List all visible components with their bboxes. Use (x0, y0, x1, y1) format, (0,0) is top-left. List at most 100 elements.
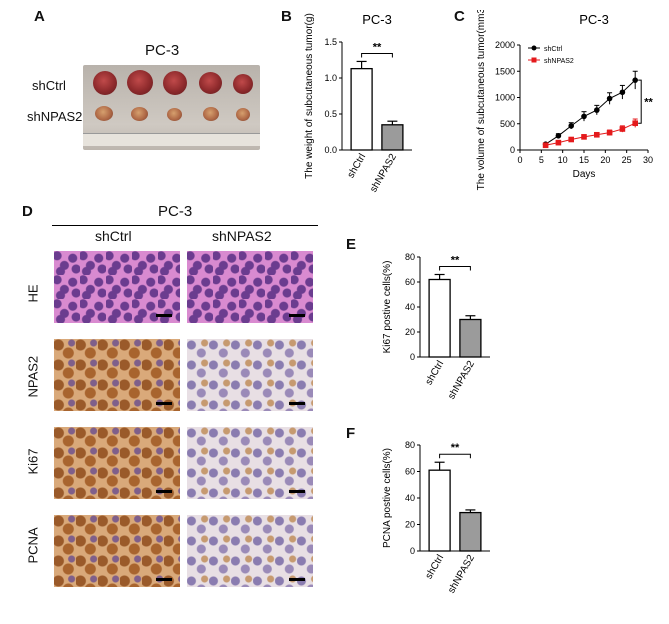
data-point-shctrl (581, 113, 587, 120)
row-label-ki67: Ki67 (25, 448, 41, 475)
bar-shctrl (428, 469, 451, 552)
significance-label: ** (451, 442, 460, 454)
x-tick-label: 20 (600, 155, 610, 165)
panel-label-c: C (454, 8, 465, 25)
tumor-shnpas2 (167, 108, 182, 121)
chart-title: PC-3 (579, 12, 609, 27)
significance-bracket (361, 52, 393, 58)
row-label-npas2: NPAS2 (25, 355, 41, 398)
x-tick-label: 5 (539, 155, 544, 165)
y-tick-label: 60 (405, 277, 415, 287)
legend-marker (531, 45, 537, 51)
bar-shctrl (428, 278, 451, 358)
scale-bar (156, 578, 172, 581)
legend-label: shNPAS2 (544, 58, 574, 65)
tumor-shnpas2 (95, 106, 113, 121)
chart-b-tumor-weight: PC-3 0.0 0.5 1.0 1.5 The weight of subcutaneo… (304, 12, 412, 195)
micrograph-ki67-shctrl (54, 427, 180, 499)
row-label-pcna: PCNA (25, 527, 41, 564)
data-point-shnpas2 (555, 139, 562, 146)
y-tick-label: 0.5 (324, 109, 337, 119)
scale-bar (289, 402, 305, 405)
row-label-he: HE (25, 284, 41, 303)
y-axis-label: The weight of subcutaneous tumor(g) (304, 13, 315, 179)
panel-a-title: PC-3 (145, 42, 180, 59)
tumor-shctrl (199, 72, 222, 94)
data-point-shnpas2 (619, 126, 626, 132)
x-tick-label: shNPAS2 (446, 359, 477, 402)
panel-label-e: E (346, 236, 357, 253)
panel-label-d: D (22, 203, 33, 220)
micrograph-he-shctrl (54, 251, 180, 323)
significance-label: ** (373, 41, 382, 53)
data-point-shnpas2 (581, 134, 587, 140)
bar-shctrl (350, 67, 373, 151)
y-tick-label: 20 (405, 520, 415, 530)
tumor-shnpas2 (131, 107, 148, 121)
panel-label-b: B (281, 8, 292, 25)
tumor-shnpas2 (236, 108, 250, 121)
micrograph-npas2-shctrl (54, 339, 180, 411)
tumor-photograph (83, 65, 260, 150)
scale-bar (156, 490, 172, 493)
ruler (83, 133, 260, 146)
chart-c-tumor-volume: PC-3 0 500 1000 1500 2000 0 5 10 15 20 25 30 Days The … (476, 10, 653, 190)
y-tick-label: 500 (500, 119, 515, 129)
x-tick-label: 15 (579, 155, 589, 165)
y-tick-label: 40 (405, 302, 415, 312)
y-tick-label: 60 (405, 467, 415, 477)
y-tick-label: 1.0 (324, 73, 337, 83)
panel-label-a: A (34, 8, 45, 25)
y-axis-label: PCNA postive cells(%) (382, 448, 393, 548)
x-tick-label: 10 (558, 155, 568, 165)
micrograph-npas2-shnpas2 (187, 339, 313, 411)
data-point-shctrl (606, 95, 613, 102)
y-axis-label: The volume of subcutaneous tumor(mm3) (476, 10, 487, 190)
y-tick-label: 80 (405, 440, 415, 450)
y-tick-label: 2000 (495, 40, 515, 50)
x-tick-label: shNPAS2 (368, 152, 399, 195)
panel-d-col-shnpas2: shNPAS2 (212, 228, 272, 244)
chart-e-ki67: 0 20 40 60 80 Ki67 postive cells(%) shCtrl shNP… (382, 252, 490, 402)
scale-bar (156, 314, 172, 317)
x-tick-label: shCtrl (346, 152, 369, 180)
significance-label: ** (451, 255, 460, 267)
x-tick-label: 0 (517, 155, 522, 165)
legend-marker (531, 57, 537, 63)
x-tick-label: shNPAS2 (446, 553, 477, 596)
y-tick-label: 1500 (495, 66, 515, 76)
significance-bracket (439, 266, 471, 271)
significance-bracket (638, 79, 642, 124)
significance-bracket (439, 453, 471, 459)
tumor-shctrl (233, 74, 253, 94)
x-tick-label: 25 (622, 155, 632, 165)
y-tick-label: 1000 (495, 93, 515, 103)
legend-label: shCtrl (544, 46, 563, 53)
chart-f-pcna: 0 20 40 60 80 PCNA postive cells(%) shCtrl shNP… (382, 440, 490, 596)
y-tick-label: 0 (410, 546, 415, 556)
x-tick-label: shCtrl (424, 359, 447, 387)
scale-bar (289, 578, 305, 581)
panel-a-row-label-shnpas2: shNPAS2 (27, 109, 83, 124)
panel-label-f: F (346, 425, 356, 442)
tumor-shctrl (127, 70, 153, 95)
data-point-shctrl (632, 77, 638, 83)
panel-d-col-shctrl: shCtrl (95, 228, 132, 244)
y-tick-label: 40 (405, 493, 415, 503)
y-tick-label: 80 (405, 252, 415, 262)
y-tick-label: 0.0 (324, 145, 337, 155)
panel-a-row-label-shctrl: shCtrl (32, 78, 66, 93)
tumor-shnpas2 (203, 107, 219, 121)
data-point-shctrl (568, 123, 574, 129)
bar-shnpas2 (459, 511, 482, 552)
significance-label: ** (644, 97, 653, 109)
data-point-shctrl (594, 107, 600, 113)
data-point-shctrl (619, 89, 626, 96)
data-point-shnpas2 (632, 120, 638, 127)
x-tick-label: 30 (643, 155, 653, 165)
data-point-shnpas2 (568, 136, 574, 143)
data-point-shnpas2 (542, 142, 549, 149)
bar-shnpas2 (459, 318, 482, 358)
x-tick-label: shCtrl (424, 553, 447, 581)
tumor-shctrl (163, 71, 187, 95)
